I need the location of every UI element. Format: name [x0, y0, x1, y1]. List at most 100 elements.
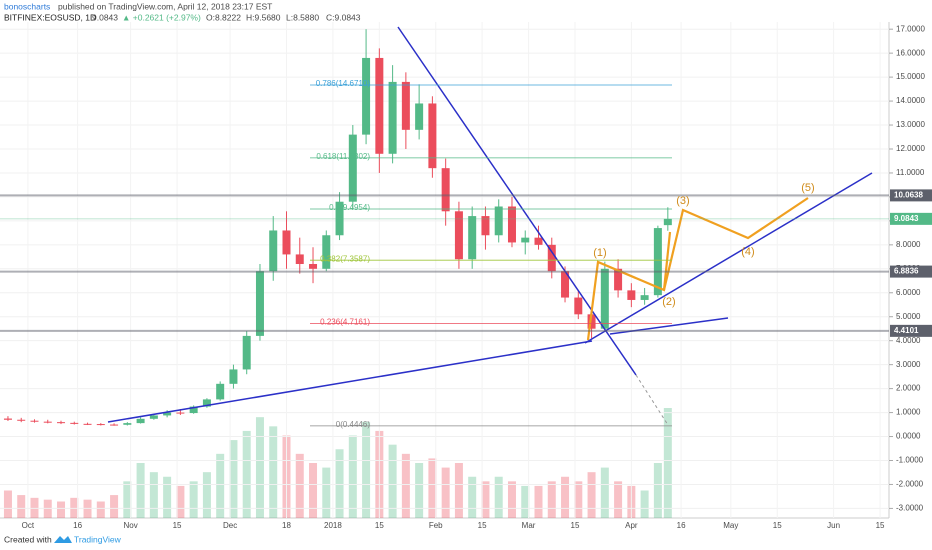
volume-bar — [481, 481, 490, 518]
y-tick-label: -1.0000 — [896, 456, 924, 465]
elliott-wave — [662, 231, 672, 291]
volume-bar — [309, 463, 318, 518]
candle-body — [269, 230, 278, 272]
volume-bar — [547, 481, 556, 518]
candle-body — [295, 254, 304, 265]
ohlc: H:9.5680 — [246, 12, 281, 22]
candle-body — [348, 134, 357, 202]
y-tick-label: 5.0000 — [896, 312, 921, 321]
x-tick-label: Dec — [223, 521, 237, 530]
x-tick-label: Mar — [522, 521, 536, 530]
fib-label: 0.786(14.6710) — [316, 79, 371, 88]
volume-bar — [322, 467, 331, 518]
trendline — [584, 172, 873, 344]
candle-body — [614, 268, 623, 291]
volume-bar — [600, 467, 609, 518]
fib-label: 0(0.4446) — [336, 420, 371, 429]
candle-body — [3, 418, 12, 420]
candle-body — [83, 423, 92, 425]
candle-body — [202, 399, 211, 407]
candle-body — [653, 228, 662, 296]
wave-label: (2) — [662, 296, 675, 308]
y-tick-label: 11.0000 — [896, 168, 925, 177]
x-tick-label: 15 — [773, 521, 782, 530]
y-tick-label: 6.0000 — [896, 288, 921, 297]
x-tick-label: Apr — [625, 521, 638, 530]
price-label-box — [890, 265, 932, 278]
published: published on TradingView.com, April 12, … — [58, 1, 272, 11]
volume-bar — [216, 453, 225, 518]
volume-bar — [57, 501, 66, 518]
volume-bar — [561, 476, 570, 518]
volume-bar — [468, 476, 477, 518]
candle-body — [123, 423, 132, 425]
volume-bar — [229, 440, 238, 518]
candle-body — [494, 206, 503, 236]
created-with: Created with — [4, 534, 52, 544]
candle-body — [547, 244, 556, 272]
y-tick-label: 2.0000 — [896, 384, 921, 393]
last-price: 9.0843 — [92, 12, 118, 22]
grid-layer — [0, 22, 889, 518]
candle-body — [96, 424, 105, 426]
candle-body — [521, 237, 530, 243]
candle-body — [242, 335, 251, 370]
x-tick-label: 15 — [571, 521, 580, 530]
axis-layer: 17.0000 16.0000 15.0000 14.0000 13.0000 12.00… — [22, 24, 932, 530]
candle-body — [534, 237, 543, 245]
x-tick-label: Nov — [124, 521, 138, 530]
volume-bar — [428, 458, 437, 518]
volume-bar — [587, 472, 596, 518]
y-tick-label: 0.0000 — [896, 432, 921, 441]
y-tick-label: 16.0000 — [896, 48, 925, 57]
volume-bar — [123, 481, 132, 518]
x-tick-label: 16 — [677, 521, 686, 530]
candle-body — [163, 412, 172, 416]
candle-body — [57, 422, 66, 424]
candle-body — [149, 415, 158, 419]
price-label-box — [890, 212, 932, 225]
ohlc: L:8.5880 — [286, 12, 319, 22]
x-tick-label: May — [723, 521, 738, 530]
ohlc: O:8.8222 — [206, 12, 241, 22]
volume-bar — [202, 472, 211, 518]
volume-bar — [3, 490, 12, 518]
candle-body — [561, 271, 570, 298]
candle-body — [587, 314, 596, 329]
volume-bar — [521, 485, 530, 518]
candle-body — [401, 81, 410, 130]
price-label-box — [890, 189, 932, 202]
y-tick-label: 15.0000 — [896, 72, 925, 81]
y-tick-label: 3.0000 — [896, 360, 921, 369]
candle-body — [663, 218, 672, 226]
volume-bar — [163, 476, 172, 518]
candle-body — [176, 412, 185, 414]
y-tick-label: -3.0000 — [896, 504, 924, 513]
volume-bar — [136, 463, 145, 518]
price-label: 9.0843 — [894, 214, 919, 223]
ohlc: C:9.0843 — [326, 12, 361, 22]
volume-bar — [335, 449, 344, 518]
volume-bar — [17, 495, 26, 518]
candle-body — [17, 419, 26, 421]
volume-bar — [295, 453, 304, 518]
brand: TradingView — [74, 534, 122, 544]
volume-bar — [388, 444, 397, 518]
volume-bar — [454, 463, 463, 518]
price-label-box — [890, 324, 932, 337]
volume-bar — [255, 417, 264, 518]
x-tick-label: Oct — [22, 521, 35, 530]
candle-body — [507, 206, 516, 243]
x-tick-label: 2018 — [324, 521, 342, 530]
x-tick-label: 15 — [173, 521, 182, 530]
fib-label: 0.5(9.4954) — [329, 203, 370, 212]
candle-body — [600, 268, 609, 329]
candle-body — [309, 264, 318, 269]
y-tick-label: 17.0000 — [896, 24, 925, 33]
x-tick-label: 15 — [375, 521, 384, 530]
candle-body — [388, 81, 397, 154]
y-tick-label: 8.0000 — [896, 240, 921, 249]
volume-bar — [494, 476, 503, 518]
